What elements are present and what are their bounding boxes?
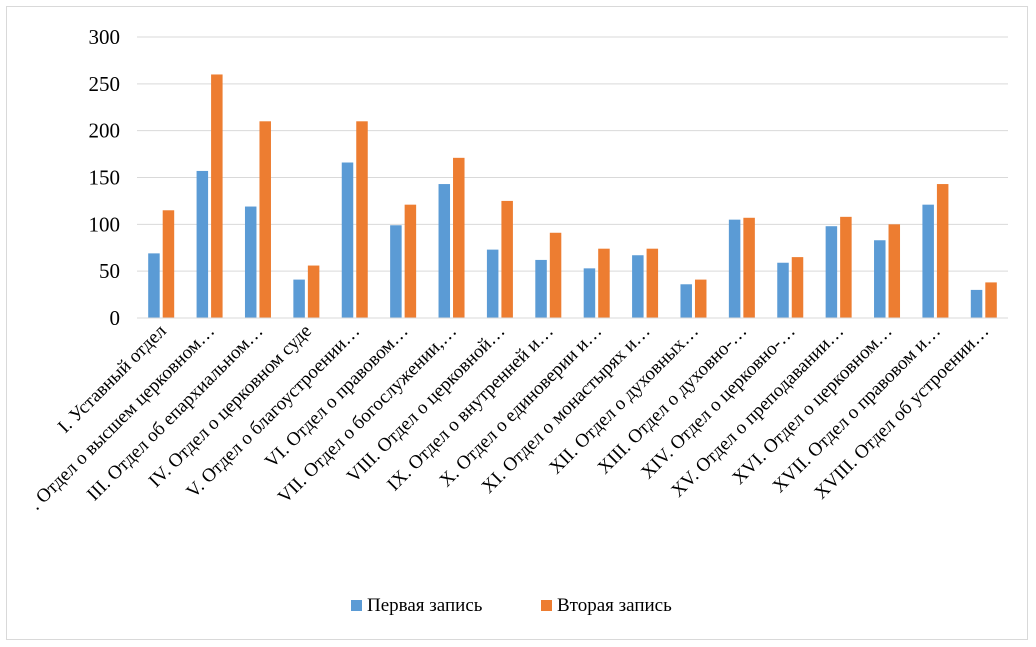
bar-second-5 [356,121,368,318]
bar-second-1 [162,210,175,318]
bar-first-18 [970,289,983,318]
bar-first-6 [390,225,402,318]
bar-second-4 [307,265,320,318]
x-axis-labels: I. Уставный отдел. Отдел о высшем церков… [25,320,993,514]
bar-first-9 [535,259,547,318]
legend-swatch-2 [541,600,552,611]
y-tick-label: 0 [110,306,121,330]
bar-second-3 [259,121,271,318]
y-tick-label: 300 [89,25,121,49]
y-tick-label: 100 [89,212,121,236]
bar-first-7 [438,184,451,318]
y-tick-label: 250 [89,72,121,96]
bar-first-17 [922,204,934,318]
bar-second-9 [549,232,562,318]
y-tick-label: 50 [99,259,120,283]
bar-second-17 [936,184,949,318]
bar-first-11 [632,255,644,318]
bar-second-11 [646,248,659,318]
bar-first-4 [293,279,305,318]
legend-swatch-1 [351,600,362,611]
legend-label-1: Первая запись [367,595,483,616]
bar-second-16 [888,224,901,318]
bar-second-7 [453,157,465,318]
bar-first-8 [486,249,499,318]
bar-second-14 [791,257,804,318]
bar-first-14 [777,262,789,318]
bar-first-13 [728,219,741,318]
y-axis-ticks: 0 50 100 150 200 250 300 [89,25,121,330]
bar-first-10 [583,268,596,318]
bar-second-10 [598,248,610,318]
gridlines [137,36,1008,272]
y-tick-label: 200 [89,119,121,143]
bar-second-13 [743,217,755,318]
bar-first-16 [874,240,886,318]
bar-second-18 [985,282,997,318]
bar-first-5 [341,162,354,318]
bar-second-6 [404,204,417,318]
legend: Первая запись Вторая запись [351,595,672,616]
bar-first-3 [244,206,257,318]
legend-label-2: Вторая запись [557,595,672,616]
bar-first-15 [825,226,838,318]
y-tick-label: 150 [89,166,121,190]
bars [148,74,997,318]
bar-second-15 [840,216,852,318]
bar-first-1 [148,253,160,318]
bar-second-8 [501,200,513,318]
chart-frame [6,6,1028,640]
bar-second-2 [211,74,223,318]
bar-first-2 [196,170,209,318]
bar-first-12 [680,284,692,318]
bar-second-12 [694,279,707,318]
